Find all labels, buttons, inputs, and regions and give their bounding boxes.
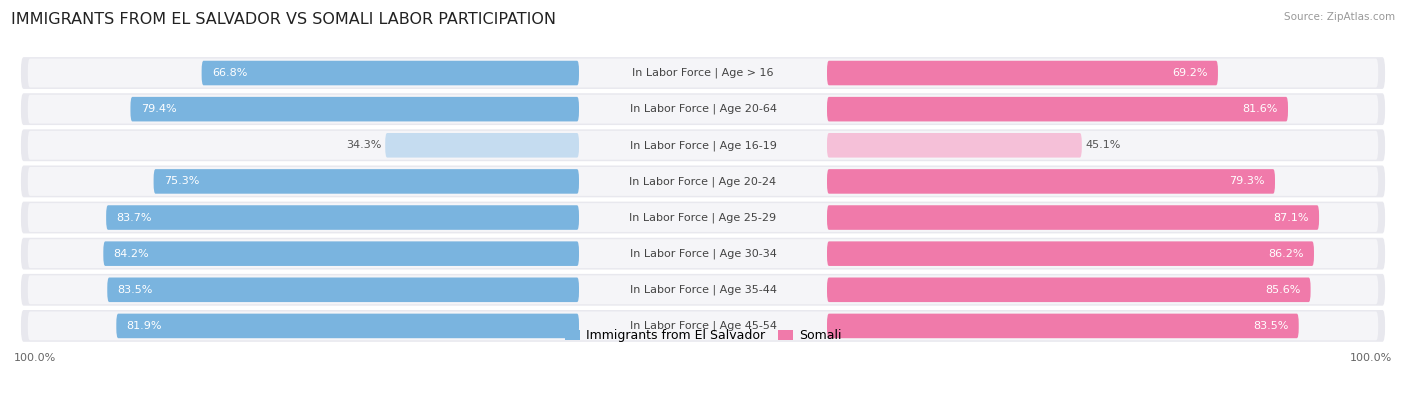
- FancyBboxPatch shape: [107, 278, 579, 302]
- Text: In Labor Force | Age 25-29: In Labor Force | Age 25-29: [630, 212, 776, 223]
- Text: 45.1%: 45.1%: [1085, 140, 1121, 150]
- FancyBboxPatch shape: [201, 61, 579, 85]
- Text: 83.5%: 83.5%: [118, 285, 153, 295]
- FancyBboxPatch shape: [117, 314, 579, 338]
- Text: 100.0%: 100.0%: [1350, 353, 1392, 363]
- FancyBboxPatch shape: [21, 130, 1385, 161]
- Text: In Labor Force | Age 20-64: In Labor Force | Age 20-64: [630, 104, 776, 115]
- FancyBboxPatch shape: [827, 205, 1319, 230]
- Text: 79.4%: 79.4%: [141, 104, 176, 114]
- FancyBboxPatch shape: [21, 57, 1385, 89]
- Text: 85.6%: 85.6%: [1265, 285, 1301, 295]
- Text: In Labor Force | Age 30-34: In Labor Force | Age 30-34: [630, 248, 776, 259]
- Text: IMMIGRANTS FROM EL SALVADOR VS SOMALI LABOR PARTICIPATION: IMMIGRANTS FROM EL SALVADOR VS SOMALI LA…: [11, 12, 557, 27]
- FancyBboxPatch shape: [21, 166, 1385, 198]
- FancyBboxPatch shape: [21, 93, 1385, 125]
- FancyBboxPatch shape: [28, 275, 1378, 304]
- FancyBboxPatch shape: [21, 201, 1385, 233]
- Text: 83.5%: 83.5%: [1253, 321, 1288, 331]
- FancyBboxPatch shape: [28, 95, 1378, 124]
- Text: In Labor Force | Age 16-19: In Labor Force | Age 16-19: [630, 140, 776, 150]
- Text: 81.6%: 81.6%: [1243, 104, 1278, 114]
- Text: In Labor Force | Age 45-54: In Labor Force | Age 45-54: [630, 321, 776, 331]
- FancyBboxPatch shape: [105, 205, 579, 230]
- FancyBboxPatch shape: [28, 131, 1378, 160]
- FancyBboxPatch shape: [28, 239, 1378, 268]
- FancyBboxPatch shape: [28, 167, 1378, 196]
- FancyBboxPatch shape: [131, 97, 579, 121]
- Text: 84.2%: 84.2%: [114, 249, 149, 259]
- Text: 100.0%: 100.0%: [14, 353, 56, 363]
- Text: 75.3%: 75.3%: [165, 177, 200, 186]
- FancyBboxPatch shape: [103, 241, 579, 266]
- FancyBboxPatch shape: [385, 133, 579, 158]
- Text: In Labor Force | Age > 16: In Labor Force | Age > 16: [633, 68, 773, 78]
- FancyBboxPatch shape: [827, 169, 1275, 194]
- Legend: Immigrants from El Salvador, Somali: Immigrants from El Salvador, Somali: [560, 324, 846, 347]
- Text: In Labor Force | Age 35-44: In Labor Force | Age 35-44: [630, 284, 776, 295]
- Text: 79.3%: 79.3%: [1229, 177, 1264, 186]
- Text: 86.2%: 86.2%: [1268, 249, 1303, 259]
- Text: 34.3%: 34.3%: [346, 140, 382, 150]
- FancyBboxPatch shape: [21, 238, 1385, 269]
- FancyBboxPatch shape: [827, 314, 1299, 338]
- Text: 66.8%: 66.8%: [212, 68, 247, 78]
- FancyBboxPatch shape: [153, 169, 579, 194]
- FancyBboxPatch shape: [827, 278, 1310, 302]
- Text: 81.9%: 81.9%: [127, 321, 162, 331]
- FancyBboxPatch shape: [827, 133, 1081, 158]
- FancyBboxPatch shape: [21, 274, 1385, 306]
- Text: Source: ZipAtlas.com: Source: ZipAtlas.com: [1284, 12, 1395, 22]
- FancyBboxPatch shape: [28, 312, 1378, 340]
- FancyBboxPatch shape: [28, 58, 1378, 87]
- FancyBboxPatch shape: [827, 241, 1315, 266]
- Text: In Labor Force | Age 20-24: In Labor Force | Age 20-24: [630, 176, 776, 187]
- Text: 69.2%: 69.2%: [1173, 68, 1208, 78]
- FancyBboxPatch shape: [28, 203, 1378, 232]
- FancyBboxPatch shape: [827, 61, 1218, 85]
- Text: 87.1%: 87.1%: [1274, 213, 1309, 222]
- Text: 83.7%: 83.7%: [117, 213, 152, 222]
- FancyBboxPatch shape: [21, 310, 1385, 342]
- FancyBboxPatch shape: [827, 97, 1288, 121]
